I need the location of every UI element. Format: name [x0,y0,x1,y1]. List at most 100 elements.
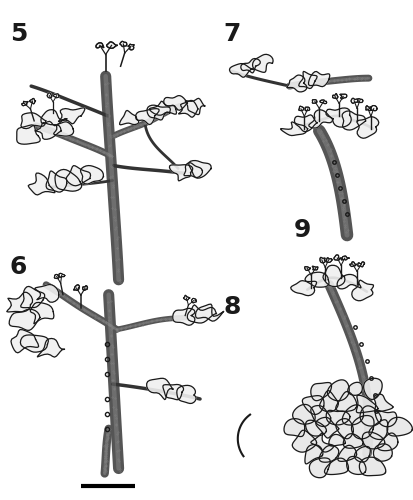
Polygon shape [332,94,337,98]
Polygon shape [107,42,117,48]
Polygon shape [325,258,331,262]
Polygon shape [96,43,104,48]
Polygon shape [351,280,373,300]
Polygon shape [183,295,189,300]
Polygon shape [349,262,355,266]
Polygon shape [185,98,204,114]
Polygon shape [47,93,52,98]
Polygon shape [350,98,357,103]
Polygon shape [328,434,344,446]
Polygon shape [304,444,322,464]
Polygon shape [120,42,126,46]
Polygon shape [169,164,192,181]
Polygon shape [319,100,326,103]
Polygon shape [325,258,331,262]
Polygon shape [347,382,361,396]
Polygon shape [351,416,373,439]
Polygon shape [325,410,349,425]
Polygon shape [308,110,332,128]
Polygon shape [35,284,59,302]
Polygon shape [128,44,134,50]
Polygon shape [229,64,252,77]
Polygon shape [325,108,350,127]
Polygon shape [357,98,362,102]
Polygon shape [21,286,45,308]
Polygon shape [66,166,90,186]
Polygon shape [342,405,363,425]
Text: 5: 5 [9,22,27,46]
Polygon shape [83,286,87,290]
Polygon shape [350,98,357,103]
Polygon shape [183,162,202,178]
Text: 7: 7 [223,22,240,46]
Polygon shape [370,106,376,111]
Polygon shape [74,285,79,290]
Polygon shape [358,457,385,475]
Polygon shape [337,446,356,462]
Polygon shape [309,458,330,477]
Polygon shape [318,446,338,462]
Polygon shape [361,432,384,449]
Polygon shape [319,100,326,103]
Polygon shape [286,75,306,92]
Polygon shape [22,102,28,105]
Polygon shape [47,93,52,98]
Polygon shape [322,266,344,286]
Polygon shape [59,274,64,278]
Polygon shape [304,272,328,287]
Polygon shape [304,107,309,110]
Polygon shape [339,94,346,99]
Polygon shape [191,298,196,303]
Polygon shape [41,110,66,126]
Polygon shape [83,286,87,290]
Polygon shape [304,266,309,270]
Polygon shape [176,386,196,404]
Polygon shape [342,434,362,448]
Polygon shape [298,72,316,88]
Polygon shape [183,295,189,300]
Polygon shape [304,107,309,110]
Polygon shape [147,105,170,120]
Polygon shape [357,98,362,102]
Polygon shape [341,256,348,260]
Polygon shape [240,58,260,73]
Polygon shape [311,266,317,270]
Polygon shape [332,94,337,98]
Polygon shape [119,110,138,125]
Polygon shape [58,108,85,124]
Text: 6: 6 [9,255,27,279]
Polygon shape [339,94,346,99]
Polygon shape [195,304,223,321]
Polygon shape [21,113,46,128]
Polygon shape [128,44,134,50]
Polygon shape [335,418,352,439]
Polygon shape [324,458,348,474]
Polygon shape [333,255,340,260]
Polygon shape [55,170,81,191]
Polygon shape [17,125,40,144]
Polygon shape [22,102,28,105]
Polygon shape [311,100,316,103]
Polygon shape [74,285,79,290]
Polygon shape [357,262,364,267]
Polygon shape [294,115,316,132]
Polygon shape [29,98,36,104]
Polygon shape [301,396,323,414]
Polygon shape [356,395,377,413]
Polygon shape [298,106,303,110]
Polygon shape [149,102,176,115]
Polygon shape [188,160,211,178]
Polygon shape [363,378,381,400]
Polygon shape [120,42,126,46]
Polygon shape [356,116,378,138]
Polygon shape [252,54,273,72]
Polygon shape [386,418,411,436]
Polygon shape [81,166,103,184]
Polygon shape [146,378,173,400]
Polygon shape [7,292,33,312]
Polygon shape [374,410,396,426]
Polygon shape [290,280,316,295]
Polygon shape [292,404,314,424]
Polygon shape [164,96,187,110]
Text: 9: 9 [293,218,310,242]
